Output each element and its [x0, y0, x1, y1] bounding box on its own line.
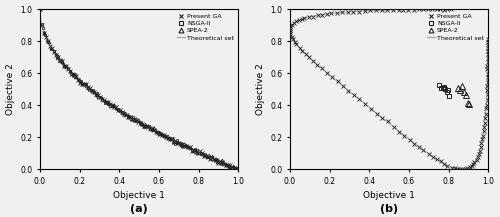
Legend: Present GA, NSGA-II, SPEA-2, Theoretical set: Present GA, NSGA-II, SPEA-2, Theoretical… — [176, 12, 236, 42]
X-axis label: Objective 1: Objective 1 — [363, 191, 415, 201]
Y-axis label: Objective 2: Objective 2 — [6, 63, 15, 115]
Title: (b): (b) — [380, 204, 398, 214]
Title: (a): (a) — [130, 204, 148, 214]
Y-axis label: Objective 2: Objective 2 — [256, 63, 264, 115]
Legend: Present GA, NSGA-II, SPEA-2, Theoretical set: Present GA, NSGA-II, SPEA-2, Theoretical… — [426, 12, 486, 42]
X-axis label: Objective 1: Objective 1 — [113, 191, 165, 201]
